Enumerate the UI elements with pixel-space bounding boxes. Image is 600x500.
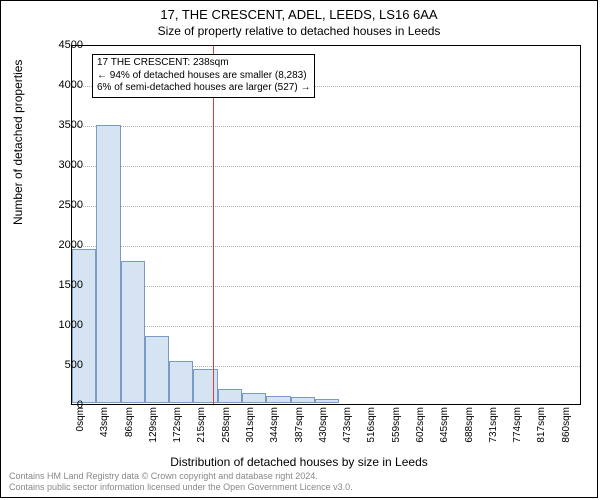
x-tick-label: 430sqm [318, 407, 329, 457]
chart-container: 17, THE CRESCENT, ADEL, LEEDS, LS16 6AA … [0, 0, 598, 498]
x-tick-label: 43sqm [99, 407, 110, 457]
x-tick-label: 731sqm [488, 407, 499, 457]
x-tick-label: 645sqm [439, 407, 450, 457]
y-tick-label: 1500 [43, 279, 83, 291]
credit-line-2: Contains public sector information licen… [9, 482, 353, 493]
callout-line3: 6% of semi-detached houses are larger (5… [97, 82, 310, 95]
x-tick-label: 516sqm [366, 407, 377, 457]
histogram-bar [266, 396, 290, 403]
chart-title-address: 17, THE CRESCENT, ADEL, LEEDS, LS16 6AA [1, 7, 597, 22]
x-tick-label: 860sqm [561, 407, 572, 457]
x-tick-label: 774sqm [512, 407, 523, 457]
x-tick-label: 0sqm [75, 407, 86, 457]
x-tick-label: 473sqm [342, 407, 353, 457]
y-tick-label: 4500 [43, 39, 83, 51]
gridline [72, 326, 580, 327]
histogram-bar [145, 336, 169, 403]
y-tick-label: 2000 [43, 239, 83, 251]
x-tick-label: 172sqm [172, 407, 183, 457]
callout-box: 17 THE CRESCENT: 238sqm← 94% of detached… [92, 54, 315, 98]
gridline [72, 246, 580, 247]
gridline [72, 286, 580, 287]
y-tick-label: 3000 [43, 159, 83, 171]
reference-line [213, 46, 214, 404]
x-tick-label: 258sqm [221, 407, 232, 457]
histogram-bar [315, 399, 339, 403]
y-tick-label: 1000 [43, 319, 83, 331]
histogram-bar [218, 389, 242, 403]
credits: Contains HM Land Registry data © Crown c… [9, 471, 353, 493]
x-tick-label: 817sqm [536, 407, 547, 457]
x-tick-label: 602sqm [415, 407, 426, 457]
gridline [72, 126, 580, 127]
callout-line2: ← 94% of detached houses are smaller (8,… [97, 70, 310, 83]
x-tick-label: 688sqm [464, 407, 475, 457]
gridline [72, 206, 580, 207]
x-tick-label: 129sqm [148, 407, 159, 457]
gridline [72, 166, 580, 167]
histogram-bar [291, 397, 315, 403]
y-tick-label: 2500 [43, 199, 83, 211]
histogram-bar [242, 393, 266, 403]
x-tick-label: 387sqm [294, 407, 305, 457]
y-tick-label: 500 [43, 359, 83, 371]
y-tick-label: 3500 [43, 119, 83, 131]
y-tick-label: 4000 [43, 79, 83, 91]
plot-area: 17 THE CRESCENT: 238sqm← 94% of detached… [71, 45, 581, 405]
x-tick-label: 215sqm [196, 407, 207, 457]
x-axis-label: Distribution of detached houses by size … [1, 455, 597, 469]
histogram-bar [96, 125, 120, 403]
histogram-bar [121, 261, 145, 403]
chart-title-subtitle: Size of property relative to detached ho… [1, 24, 597, 38]
x-tick-label: 301sqm [245, 407, 256, 457]
y-axis-label: Number of detached properties [11, 60, 25, 225]
x-tick-label: 559sqm [391, 407, 402, 457]
histogram-bar [169, 361, 193, 403]
callout-line1: 17 THE CRESCENT: 238sqm [97, 57, 310, 70]
x-tick-label: 344sqm [269, 407, 280, 457]
x-tick-label: 86sqm [124, 407, 135, 457]
credit-line-1: Contains HM Land Registry data © Crown c… [9, 471, 353, 482]
